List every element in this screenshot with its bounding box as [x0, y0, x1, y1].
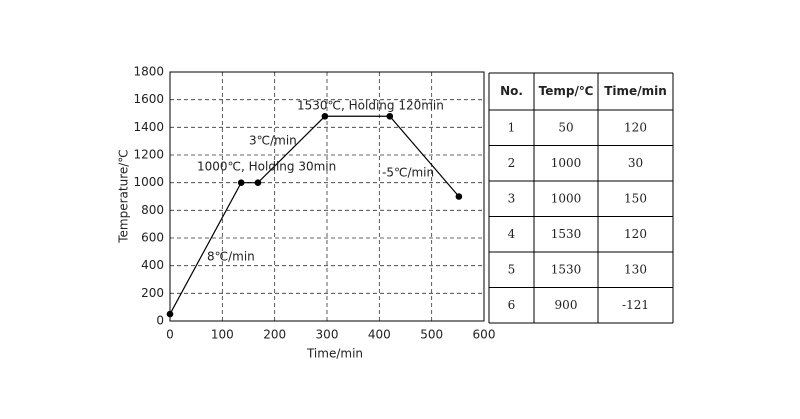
annotation: 1530℃, Holding 120min [297, 99, 444, 113]
table-cell: 130 [624, 262, 647, 276]
y-tick-label: 800 [141, 203, 164, 217]
table-cell: 5 [508, 262, 516, 276]
annotation: 3℃/min [249, 134, 297, 148]
table-cell: 3 [508, 191, 516, 205]
y-tick-label: 0 [156, 314, 164, 328]
y-tick-label: 400 [141, 258, 164, 272]
table-header: Temp/℃ [539, 84, 594, 98]
data-point [386, 112, 394, 120]
x-tick-label: 100 [211, 328, 234, 342]
table-cell: 1530 [551, 227, 582, 241]
table-header: No. [500, 84, 523, 98]
data-line [169, 115, 460, 315]
table-cell: 150 [624, 191, 647, 205]
x-tick-label: 500 [420, 328, 443, 342]
y-tick-label: 600 [141, 231, 164, 245]
x-tick-label: 200 [263, 328, 286, 342]
table-cell: -121 [622, 298, 649, 312]
table-cell: 900 [555, 298, 578, 312]
y-tick-label: 1600 [133, 92, 164, 106]
table-cell: 1530 [551, 262, 582, 276]
table-cell: 4 [508, 227, 516, 241]
data-point [166, 310, 174, 318]
y-tick-label: 1800 [133, 65, 164, 79]
annotation: -5℃/min [382, 166, 434, 180]
x-tick-label: 0 [166, 328, 174, 342]
table-cell: 1000 [551, 191, 582, 205]
table-cell: 6 [508, 298, 516, 312]
plot-frame [169, 71, 485, 322]
data-point [254, 179, 262, 186]
table-cell: 120 [624, 227, 647, 241]
annotation: 1000℃, Holding 30min [197, 160, 336, 174]
table-cell: 1 [508, 120, 516, 134]
x-tick-label: 400 [368, 328, 391, 342]
y-tick-label: 1200 [133, 148, 164, 162]
y-tick-label: 1000 [133, 175, 164, 189]
table-cell: 2 [508, 156, 516, 170]
table-cell: 50 [558, 120, 573, 134]
data-point [455, 193, 463, 200]
data-point [237, 179, 245, 186]
table-cell: 1000 [551, 156, 582, 170]
table-header: Time/min [604, 84, 666, 98]
x-tick-label: 600 [473, 328, 496, 342]
table-cell: 30 [628, 156, 643, 170]
y-tick-label: 200 [141, 286, 164, 300]
data-point [321, 112, 329, 120]
y-tick-label: 1400 [133, 120, 164, 134]
x-tick-label: 300 [316, 328, 339, 342]
table-cell: 120 [624, 120, 647, 134]
x-axis-label: Time/min [306, 347, 363, 361]
y-axis-label: Temperature/℃ [117, 149, 131, 244]
annotation: 8℃/min [207, 250, 255, 264]
